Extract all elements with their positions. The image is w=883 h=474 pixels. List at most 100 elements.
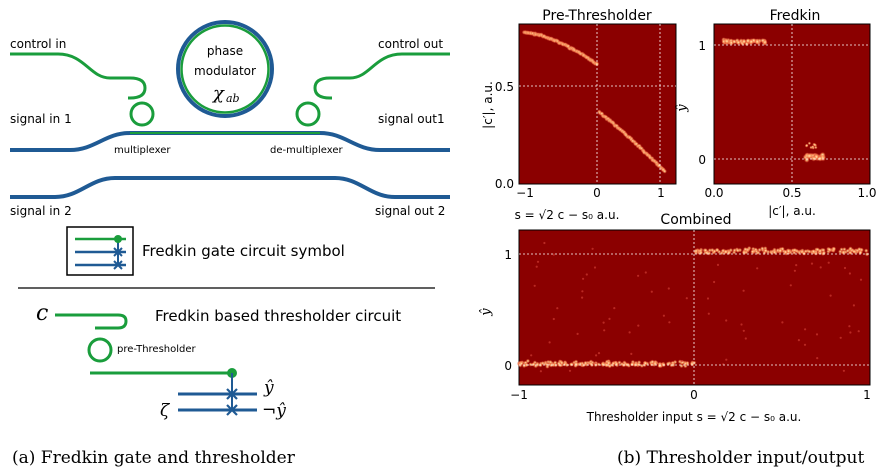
label-signal-in-2: signal in 2 <box>10 204 72 218</box>
chart3-point <box>568 362 574 367</box>
chart3-point <box>607 363 612 369</box>
chart3-noise-point <box>848 272 852 275</box>
chart3-point <box>848 246 853 251</box>
chart3-noise-point <box>603 329 606 332</box>
control-out-waveguide <box>313 52 450 100</box>
chart1-point <box>662 168 668 174</box>
chart1-title: Pre-Thresholder <box>542 8 652 24</box>
caption-b: (b) Thresholder input/output <box>617 448 864 468</box>
chart3-point <box>750 249 755 254</box>
label-multiplexer: multiplexer <box>114 145 171 156</box>
left-panel: control in control out phase modulator χ… <box>10 20 450 421</box>
fredkin-symbol-box <box>66 226 134 276</box>
right-panel: Pre-Thresholder −1 0 1 0.0 0.5 |c′|, a.u… <box>479 8 877 424</box>
pre-thresholder-ring <box>87 337 113 363</box>
chart3-point <box>600 362 606 367</box>
chart3-noise-point <box>707 312 710 315</box>
chart3-point <box>837 249 843 254</box>
chart3-noise-point <box>548 341 551 344</box>
chart3-noise-point <box>628 331 631 334</box>
chart3-noise-point <box>725 319 728 322</box>
signal-2-waveguide <box>10 176 450 199</box>
chart2-xtick-2: 1.0 <box>857 186 876 200</box>
chart3-noise-point <box>595 354 598 357</box>
chart3-noise-point <box>576 332 579 335</box>
control-dot <box>114 235 122 243</box>
chart3-point <box>735 248 741 253</box>
chart3-xlabel: Thresholder input s = √2 c − s₀ a.u. <box>586 410 802 424</box>
chart3-noise-point <box>852 304 856 307</box>
chart3-noise-point <box>539 370 543 373</box>
threshold-swap-icon <box>226 388 238 416</box>
chart2-xtick-0: 0.0 <box>704 186 723 200</box>
chart3-noise-point <box>597 352 601 355</box>
chart2-ylabel: ŷ <box>675 104 690 113</box>
chart3-noise-point <box>637 324 640 327</box>
chart3-point <box>763 248 769 253</box>
chart3-noise-point <box>581 296 584 299</box>
chart3-noise-point <box>552 253 555 256</box>
chart3-noise-point <box>829 294 832 297</box>
chart2-point <box>724 38 730 44</box>
chart3-noise-point <box>816 357 819 360</box>
chart3-point <box>559 360 565 366</box>
label-demultiplexer: de-multiplexer <box>270 145 344 156</box>
chart3-noise-point <box>815 333 819 336</box>
chart1-ytick-0: 0.0 <box>495 177 514 191</box>
chart3-point <box>573 361 579 367</box>
chart3-noise-point <box>650 290 653 293</box>
caption-a: (a) Fredkin gate and thresholder <box>12 448 296 468</box>
chart3-noise-point <box>742 329 745 332</box>
chart3-noise-point <box>644 271 647 274</box>
chart2-ytick-1: 1 <box>698 39 706 53</box>
chart3-point <box>863 248 869 253</box>
phase-modulator-ring <box>176 20 274 118</box>
chart3-point <box>792 247 798 253</box>
threshold-control-waveguide <box>55 313 128 330</box>
label-pre-thresholder: pre-Thresholder <box>117 344 197 355</box>
chart3-noise-point <box>803 343 807 346</box>
chart3-point <box>665 361 671 367</box>
chart3-point <box>619 361 625 367</box>
chart3-noise-point <box>602 321 605 324</box>
chart3-point <box>540 360 546 366</box>
chart3-noise-point <box>543 241 546 245</box>
chart3-point <box>831 246 837 252</box>
chart2-title: Fredkin <box>770 8 821 24</box>
chart2-xtick-1: 0.5 <box>782 186 801 200</box>
chart3-noise-point <box>668 321 671 324</box>
chart3-noise-point <box>789 284 792 287</box>
chart3-noise-point <box>533 284 536 287</box>
chart2-point <box>807 141 812 146</box>
ring-resonator-left <box>129 101 155 127</box>
label-fredkin-symbol: Fredkin gate circuit symbol <box>142 242 345 260</box>
chart3-noise-point <box>859 278 863 281</box>
label-modulator: modulator <box>194 64 256 78</box>
chart3-point <box>643 361 648 366</box>
chart3-point <box>783 249 788 255</box>
chart2-point <box>813 143 817 147</box>
chart3-point <box>531 362 536 367</box>
chart3-point <box>801 251 807 256</box>
chart3-point <box>525 358 531 364</box>
chart3-noise-point <box>552 317 555 321</box>
chart3-noise-point <box>804 328 807 331</box>
signal-1-waveguide <box>10 131 450 152</box>
label-not-y-hat: ¬ŷ <box>262 401 286 421</box>
chart3-noise-point <box>740 323 743 326</box>
chart2-point <box>760 37 766 44</box>
chart3-ytick-1: 1 <box>504 248 512 262</box>
chart3-point <box>614 361 619 367</box>
chart3-noise-point <box>744 337 747 340</box>
chart3-noise-point <box>797 339 801 342</box>
chart3-noise-point <box>591 247 594 250</box>
chart3-noise-point <box>795 264 798 267</box>
chart3-noise-point <box>680 360 684 363</box>
chart3-noise-point <box>613 307 616 310</box>
label-signal-out-1: signal out1 <box>378 112 445 126</box>
chart2-point <box>814 145 818 150</box>
chart2-ytick-0: 0 <box>698 153 706 167</box>
chart3-noise-point <box>842 369 846 372</box>
chart1-xtick-1: 0 <box>593 186 601 200</box>
